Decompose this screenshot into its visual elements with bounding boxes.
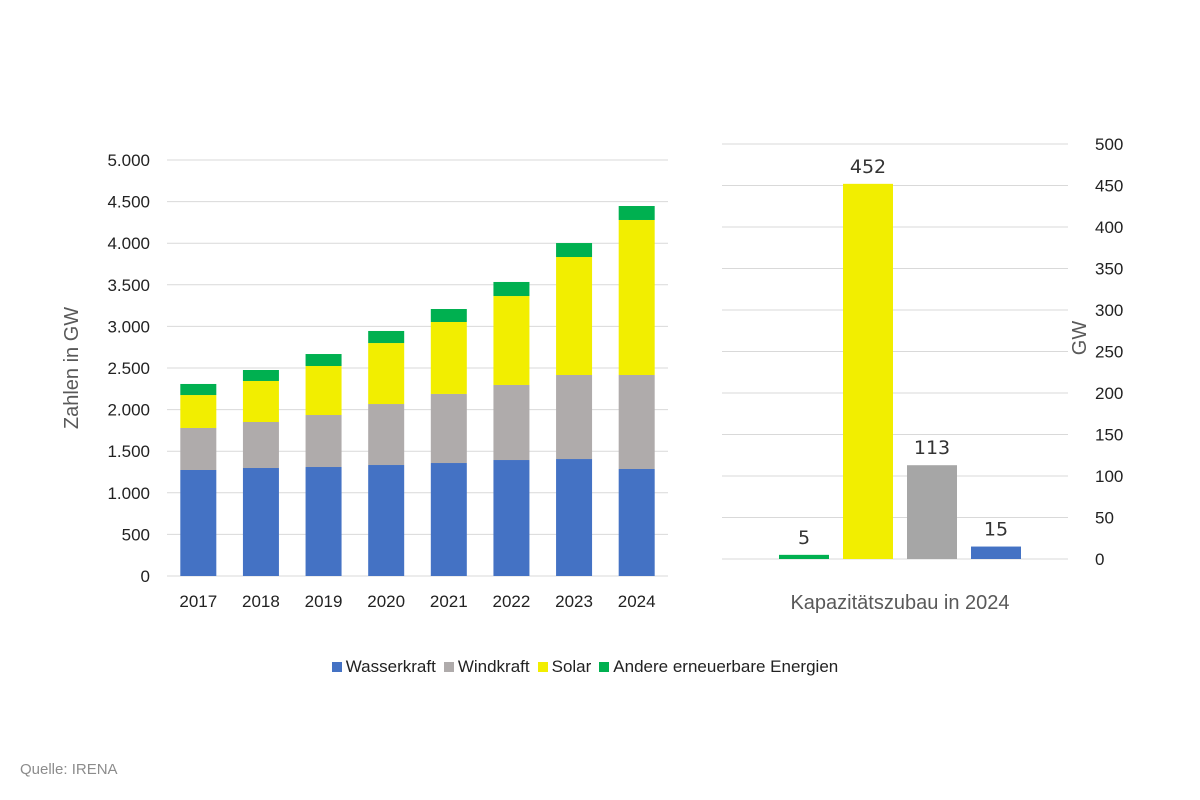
- x-tick-label: 2022: [493, 592, 531, 611]
- y-tick-label: 4.000: [107, 234, 150, 253]
- y-tick-label: 150: [1095, 426, 1123, 445]
- bar-segment-solar: [368, 343, 405, 405]
- right-chart: 0 50 100 150 200 250 300 350 400 450 500 5 452 113 15: [722, 135, 1123, 569]
- y-tick-label: 3.500: [107, 276, 150, 295]
- x-tick-label: 2023: [555, 592, 593, 611]
- bar-segment-wasserkraft: [556, 459, 593, 576]
- y-tick-label: 350: [1095, 260, 1123, 279]
- y-tick-label: 1.000: [107, 484, 150, 503]
- bar-segment-wasserkraft: [430, 463, 467, 576]
- y-tick-label: 500: [1095, 135, 1123, 154]
- bar-segment-wasserkraft: [305, 467, 342, 576]
- bar-segment-solar: [180, 395, 217, 428]
- legend-label: Solar: [551, 657, 592, 676]
- y-tick-label: 3.000: [107, 317, 150, 336]
- legend-item: Andere erneuerbare Energien: [599, 657, 838, 677]
- bar-segment-wasserkraft: [493, 460, 530, 576]
- bar-segment-solar: [618, 219, 655, 375]
- x-tick-label: 2020: [367, 592, 405, 611]
- legend-swatch: [331, 662, 342, 672]
- y-tick-label: 500: [122, 525, 150, 544]
- bar-segment-windkraft: [305, 415, 342, 468]
- y-tick-label: 5.000: [107, 151, 150, 170]
- bar-wasserkraft: [971, 546, 1021, 559]
- bar-segment-andere-erneuerbare-energien: [368, 330, 405, 344]
- bar-segment-andere-erneuerbare-energien: [305, 354, 342, 367]
- y-tick-label: 50: [1095, 509, 1114, 528]
- bar-segment-andere-erneuerbare-energien: [180, 383, 217, 396]
- bar-segment-windkraft: [368, 404, 405, 466]
- bar-windkraft: [907, 465, 957, 559]
- bar-segment-windkraft: [618, 374, 655, 470]
- legend-swatch: [443, 662, 454, 672]
- y-tick-label: 450: [1095, 177, 1123, 196]
- bar-segment-windkraft: [493, 384, 530, 461]
- y-tick-label: 100: [1095, 467, 1123, 486]
- bar-andere-erneuerbare-energien: [779, 554, 829, 559]
- left-y-axis-label: Zahlen in GW: [61, 307, 83, 429]
- x-tick-label: 2017: [179, 592, 217, 611]
- bar-segment-andere-erneuerbare-energien: [618, 206, 655, 220]
- legend-item: Wasserkraft: [331, 657, 436, 677]
- legend-label: Windkraft: [457, 657, 530, 676]
- data-label: 452: [850, 156, 886, 178]
- bar-segment-andere-erneuerbare-energien: [556, 243, 593, 258]
- bar-segment-wasserkraft: [242, 468, 279, 576]
- bar-segment-solar: [305, 366, 342, 416]
- bar-segment-wasserkraft: [180, 470, 217, 576]
- y-tick-label: 4.500: [107, 193, 150, 212]
- legend-swatch: [537, 662, 548, 672]
- left-chart: 0 500 1.000 1.500 2.000 2.500 3.000 3.500 4.000 4…: [107, 151, 668, 611]
- y-tick-label: 2.000: [107, 401, 150, 420]
- y-tick-label: 1.500: [107, 442, 150, 461]
- bar-segment-solar: [242, 380, 279, 422]
- legend-item: Windkraft: [443, 657, 530, 677]
- y-tick-label: 400: [1095, 218, 1123, 237]
- x-tick-label: 2018: [242, 592, 280, 611]
- x-tick-label: 2021: [430, 592, 468, 611]
- y-tick-label: 250: [1095, 343, 1123, 362]
- bar-segment-windkraft: [180, 427, 217, 471]
- y-tick-label: 0: [1095, 550, 1104, 569]
- legend-item: Solar: [537, 657, 592, 677]
- legend-label: Andere erneuerbare Energien: [613, 657, 839, 676]
- legend-label: Wasserkraft: [345, 657, 436, 676]
- bar-segment-solar: [556, 257, 593, 375]
- bar-segment-windkraft: [242, 421, 279, 469]
- x-tick-label: 2024: [618, 592, 656, 611]
- right-y-axis-label: GW: [1069, 321, 1091, 356]
- bar-segment-andere-erneuerbare-energien: [493, 281, 530, 297]
- x-tick-label: 2019: [305, 592, 343, 611]
- right-x-axis-label: Kapazitätszubau in 2024: [790, 592, 1009, 614]
- bar-segment-windkraft: [430, 393, 467, 464]
- bar-segment-andere-erneuerbare-energien: [430, 309, 467, 322]
- y-tick-label: 2.500: [107, 359, 150, 378]
- bar-solar: [843, 183, 893, 559]
- y-tick-label: 0: [141, 567, 150, 586]
- bar-segment-andere-erneuerbare-energien: [242, 369, 279, 381]
- y-tick-label: 200: [1095, 384, 1123, 403]
- bar-segment-wasserkraft: [368, 465, 405, 576]
- legend: Wasserkraft Windkraft Solar Andere erneuerb…: [0, 657, 1170, 677]
- data-label: 15: [984, 519, 1008, 541]
- bar-segment-windkraft: [556, 374, 593, 460]
- y-tick-label: 300: [1095, 301, 1123, 320]
- bar-segment-solar: [430, 321, 467, 394]
- bar-segment-wasserkraft: [618, 469, 655, 576]
- data-label: 5: [798, 527, 810, 549]
- legend-swatch: [599, 662, 610, 672]
- source-note: Quelle: IRENA: [20, 761, 118, 778]
- data-label: 113: [914, 437, 950, 459]
- bar-segment-solar: [493, 296, 530, 385]
